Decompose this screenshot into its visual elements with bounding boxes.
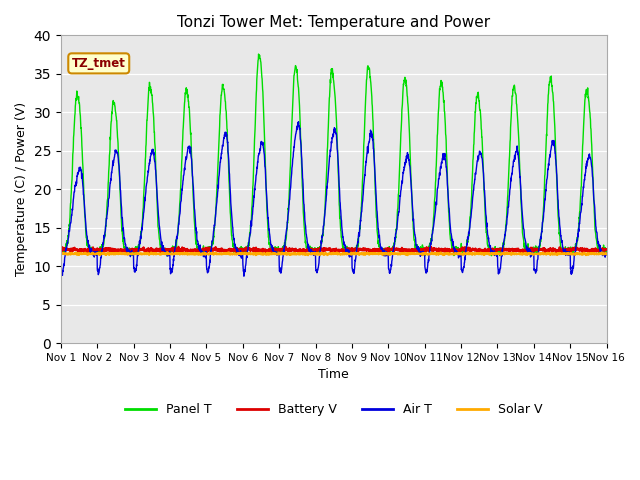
Panel T	[570, 246, 578, 252]
Solar V	[603, 252, 611, 257]
Battery V	[493, 247, 500, 253]
Air T	[209, 234, 217, 240]
Panel T	[163, 253, 171, 259]
Line: Panel T: Panel T	[61, 54, 607, 256]
Air T	[350, 271, 358, 276]
X-axis label: Time: Time	[318, 368, 349, 381]
Panel T	[209, 240, 217, 245]
Air T	[493, 251, 500, 256]
Solar V	[555, 251, 563, 256]
Legend: Panel T, Battery V, Air T, Solar V: Panel T, Battery V, Air T, Solar V	[120, 398, 548, 421]
Solar V	[209, 251, 217, 256]
Line: Battery V: Battery V	[61, 247, 607, 253]
Battery V	[57, 247, 65, 253]
Battery V	[209, 246, 217, 252]
Panel T	[493, 247, 500, 252]
Solar V	[163, 249, 171, 255]
Solar V	[304, 252, 312, 258]
Panel T	[350, 251, 358, 257]
Line: Solar V: Solar V	[61, 252, 607, 255]
Panel T	[555, 222, 563, 228]
Line: Air T: Air T	[61, 121, 607, 276]
Battery V	[362, 246, 369, 252]
Air T	[240, 273, 248, 279]
Text: TZ_tmet: TZ_tmet	[72, 57, 125, 70]
Panel T	[362, 94, 369, 99]
Panel T	[57, 244, 65, 250]
Air T	[362, 163, 369, 168]
Title: Tonzi Tower Met: Temperature and Power: Tonzi Tower Met: Temperature and Power	[177, 15, 490, 30]
Battery V	[570, 247, 578, 252]
Panel T	[603, 250, 611, 256]
Battery V	[427, 244, 435, 250]
Air T	[603, 250, 611, 256]
Solar V	[57, 251, 65, 256]
Air T	[294, 119, 302, 124]
Y-axis label: Temperature (C) / Power (V): Temperature (C) / Power (V)	[15, 102, 28, 276]
Solar V	[350, 250, 358, 255]
Panel T	[255, 51, 262, 57]
Battery V	[555, 248, 563, 253]
Solar V	[570, 251, 578, 257]
Battery V	[603, 247, 611, 253]
Air T	[57, 264, 65, 269]
Solar V	[493, 251, 500, 256]
Battery V	[445, 251, 452, 256]
Battery V	[349, 248, 357, 253]
Air T	[570, 257, 578, 263]
Solar V	[362, 251, 369, 256]
Air T	[555, 214, 563, 219]
